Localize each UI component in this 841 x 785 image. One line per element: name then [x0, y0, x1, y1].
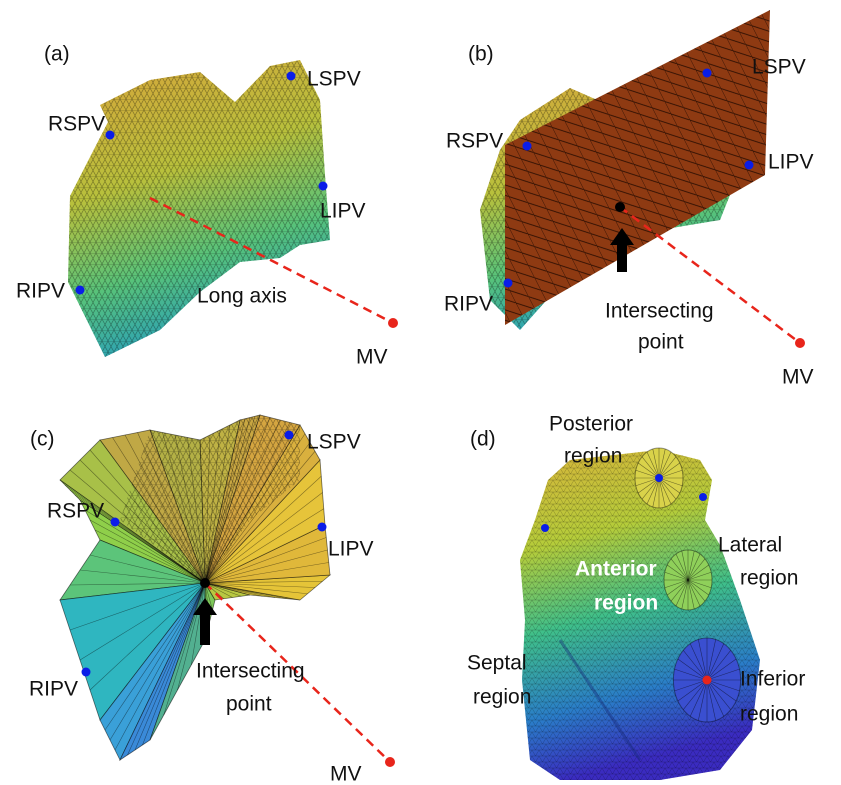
panel-label: (d)	[470, 428, 496, 451]
mv-point	[388, 318, 398, 328]
landmark-label: RIPV	[29, 678, 78, 701]
landmark	[504, 279, 513, 288]
region-label: Posterior	[549, 413, 633, 436]
mv-point	[795, 338, 805, 348]
landmark	[76, 286, 85, 295]
region-label: region	[740, 703, 798, 726]
region-label: region	[473, 686, 531, 709]
landmark-label: LSPV	[307, 431, 361, 454]
landmark	[541, 524, 549, 532]
landmark	[82, 668, 91, 677]
landmark-label: LIPV	[328, 538, 374, 561]
intersecting-point	[615, 202, 625, 212]
landmark	[703, 69, 712, 78]
panel-a: (a) RSPV LSPV LIPV RIPV MV Long axis	[16, 43, 398, 369]
landmark-label: MV	[330, 763, 362, 785]
landmark	[655, 474, 663, 482]
landmark	[106, 131, 115, 140]
landmark	[318, 523, 327, 532]
panel-label: (c)	[30, 428, 55, 451]
landmark-label: LSPV	[752, 56, 806, 79]
landmark-label: LIPV	[320, 200, 366, 223]
landmark-label: Intersecting	[196, 660, 305, 683]
landmark-label: RSPV	[446, 130, 503, 153]
region-label: Anterior	[575, 558, 657, 581]
point-label: point	[638, 331, 684, 354]
point-label: Intersecting	[605, 300, 714, 323]
mv-point	[385, 757, 395, 767]
landmark-label: LSPV	[307, 68, 361, 91]
landmark-label: LIPV	[768, 151, 814, 174]
landmark	[745, 161, 754, 170]
landmark	[287, 72, 296, 81]
landmark	[285, 431, 294, 440]
landmark-label: MV	[356, 346, 388, 369]
landmark-label: RIPV	[16, 280, 65, 303]
mv-point	[703, 676, 712, 685]
region-label: region	[564, 445, 622, 468]
long-axis	[620, 207, 800, 343]
panel-label: (a)	[44, 43, 70, 66]
landmark	[699, 493, 707, 501]
panel-d: (d) Posterior region Lateral region Ante…	[467, 413, 805, 780]
panel-b: (b) RSPV LSPV LIPV RIPV MV Intersecting …	[444, 10, 814, 389]
landmark-label: RSPV	[48, 113, 105, 136]
landmark	[523, 142, 532, 151]
landmark	[111, 518, 120, 527]
mesh-lines	[68, 60, 330, 357]
landmark-label: RIPV	[444, 293, 493, 316]
axis-label: Long axis	[197, 285, 287, 308]
intersecting-point	[200, 578, 210, 588]
figure: (a) RSPV LSPV LIPV RIPV MV Long axis (b)…	[0, 0, 841, 785]
landmark-label: MV	[782, 366, 814, 389]
panel-label: (b)	[468, 43, 494, 66]
panel-c: (c) RSPV LSPV LIPV RIPV MV Intersecting point	[29, 415, 395, 785]
landmark	[319, 182, 328, 191]
landmark-label: RSPV	[47, 500, 104, 523]
region-label: region	[740, 567, 798, 590]
region-label: Lateral	[718, 534, 782, 557]
region-label: region	[594, 592, 658, 615]
heart-mesh	[520, 450, 760, 780]
landmark-label: point	[226, 693, 272, 716]
region-label: Septal	[467, 652, 527, 675]
region-label: Inferior	[740, 668, 805, 691]
cutting-plane	[505, 10, 770, 325]
